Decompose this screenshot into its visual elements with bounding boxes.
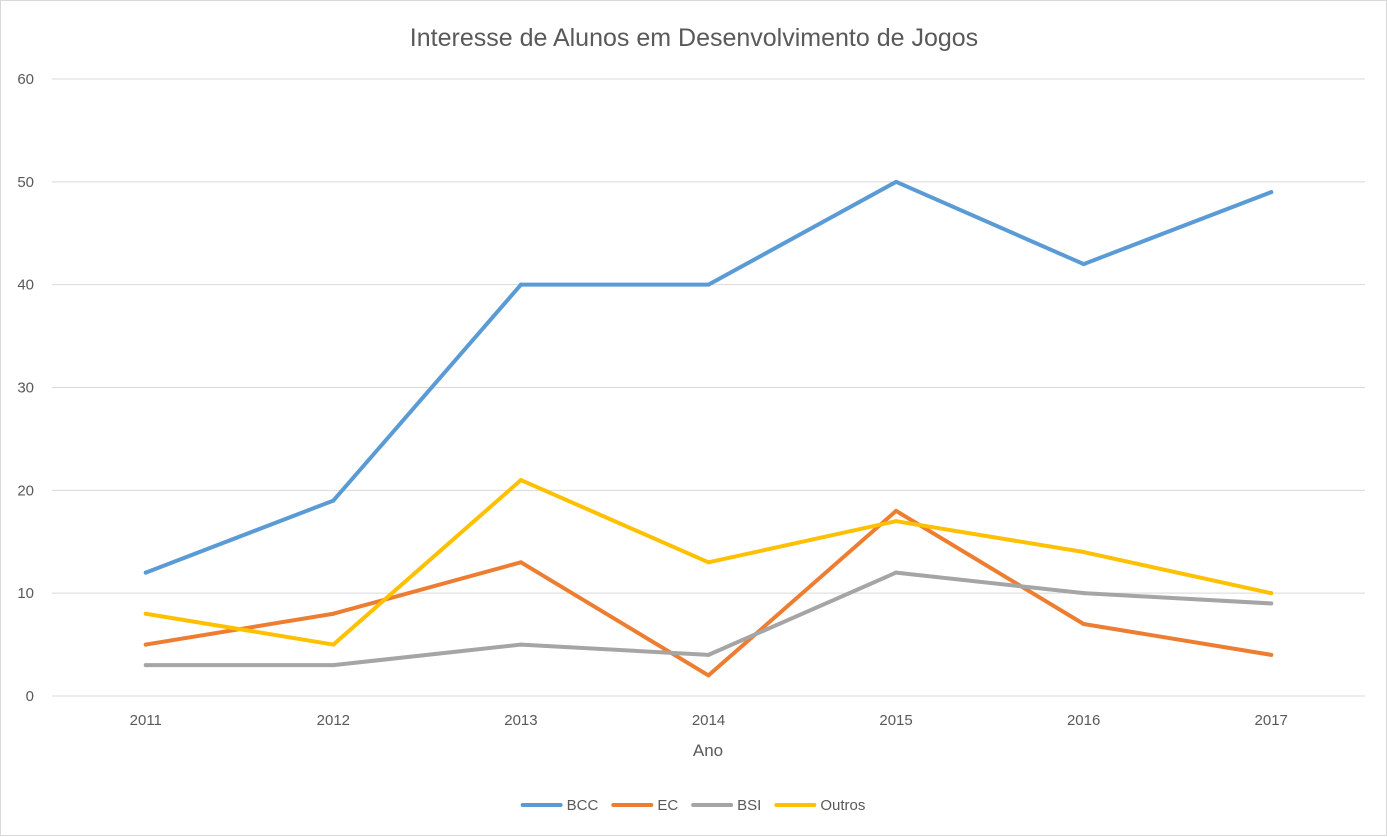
x-tick-label: 2017	[1255, 712, 1288, 729]
data-point-bsi	[1269, 601, 1274, 606]
data-point-ec	[331, 611, 336, 616]
data-point-ec	[1081, 622, 1086, 627]
y-tick-label: 40	[17, 277, 34, 294]
data-point-outros	[1269, 591, 1274, 596]
y-tick-label: 50	[17, 174, 34, 191]
x-axis-title: Ano	[693, 741, 723, 760]
y-tick-label: 20	[17, 482, 34, 499]
data-point-bcc	[1269, 190, 1274, 195]
legend-label: Outros	[820, 797, 865, 814]
data-point-ec	[518, 560, 523, 565]
x-tick-label: 2012	[317, 712, 350, 729]
y-axis-tick-labels: 0 10 20 30 40 50 60	[17, 71, 34, 705]
x-tick-label: 2013	[504, 712, 537, 729]
legend-item-ec: EC	[611, 797, 678, 814]
data-point-ec	[706, 673, 711, 678]
y-tick-label: 30	[17, 380, 34, 397]
chart-title: Interesse de Alunos em Desenvolvimento d…	[410, 24, 978, 52]
data-point-bcc	[331, 498, 336, 503]
legend-item-outros: Outros	[774, 797, 865, 814]
data-point-ec	[894, 508, 899, 513]
series-lines	[143, 179, 1274, 678]
data-point-ec	[143, 642, 148, 647]
gridlines	[52, 78, 1365, 697]
data-point-outros	[331, 642, 336, 647]
series-line-bsi	[143, 570, 1274, 668]
legend-label: BCC	[567, 797, 599, 814]
series-line-bcc	[143, 179, 1274, 575]
data-point-outros	[1081, 550, 1086, 555]
legend-label: BSI	[737, 797, 761, 814]
data-point-outros	[894, 519, 899, 524]
y-tick-label: 0	[26, 688, 34, 705]
data-point-bsi	[143, 663, 148, 668]
legend-label: EC	[657, 797, 678, 814]
data-point-bsi	[331, 663, 336, 668]
data-point-bcc	[1081, 262, 1086, 267]
x-tick-label: 2011	[130, 712, 162, 729]
data-point-bcc	[894, 179, 899, 184]
data-point-bsi	[1081, 591, 1086, 596]
data-point-outros	[518, 478, 523, 483]
data-point-bsi	[518, 642, 523, 647]
y-tick-label: 10	[17, 585, 34, 602]
x-axis-tick-labels: 2011 2012 2013 2014 2015 2016 2017	[130, 712, 1288, 729]
legend: BCC EC BSI Outros	[520, 797, 865, 814]
data-point-outros	[706, 560, 711, 565]
data-point-bcc	[143, 570, 148, 575]
data-point-bsi	[706, 652, 711, 657]
data-point-bcc	[706, 282, 711, 287]
legend-item-bsi: BSI	[691, 797, 761, 814]
y-tick-label: 60	[17, 71, 34, 88]
x-tick-label: 2014	[692, 712, 725, 729]
data-point-bcc	[518, 282, 523, 287]
legend-item-bcc: BCC	[520, 797, 599, 814]
data-point-outros	[143, 611, 148, 616]
x-tick-label: 2016	[1067, 712, 1100, 729]
data-point-bsi	[894, 570, 899, 575]
data-point-ec	[1269, 652, 1274, 657]
x-tick-label: 2015	[879, 712, 912, 729]
